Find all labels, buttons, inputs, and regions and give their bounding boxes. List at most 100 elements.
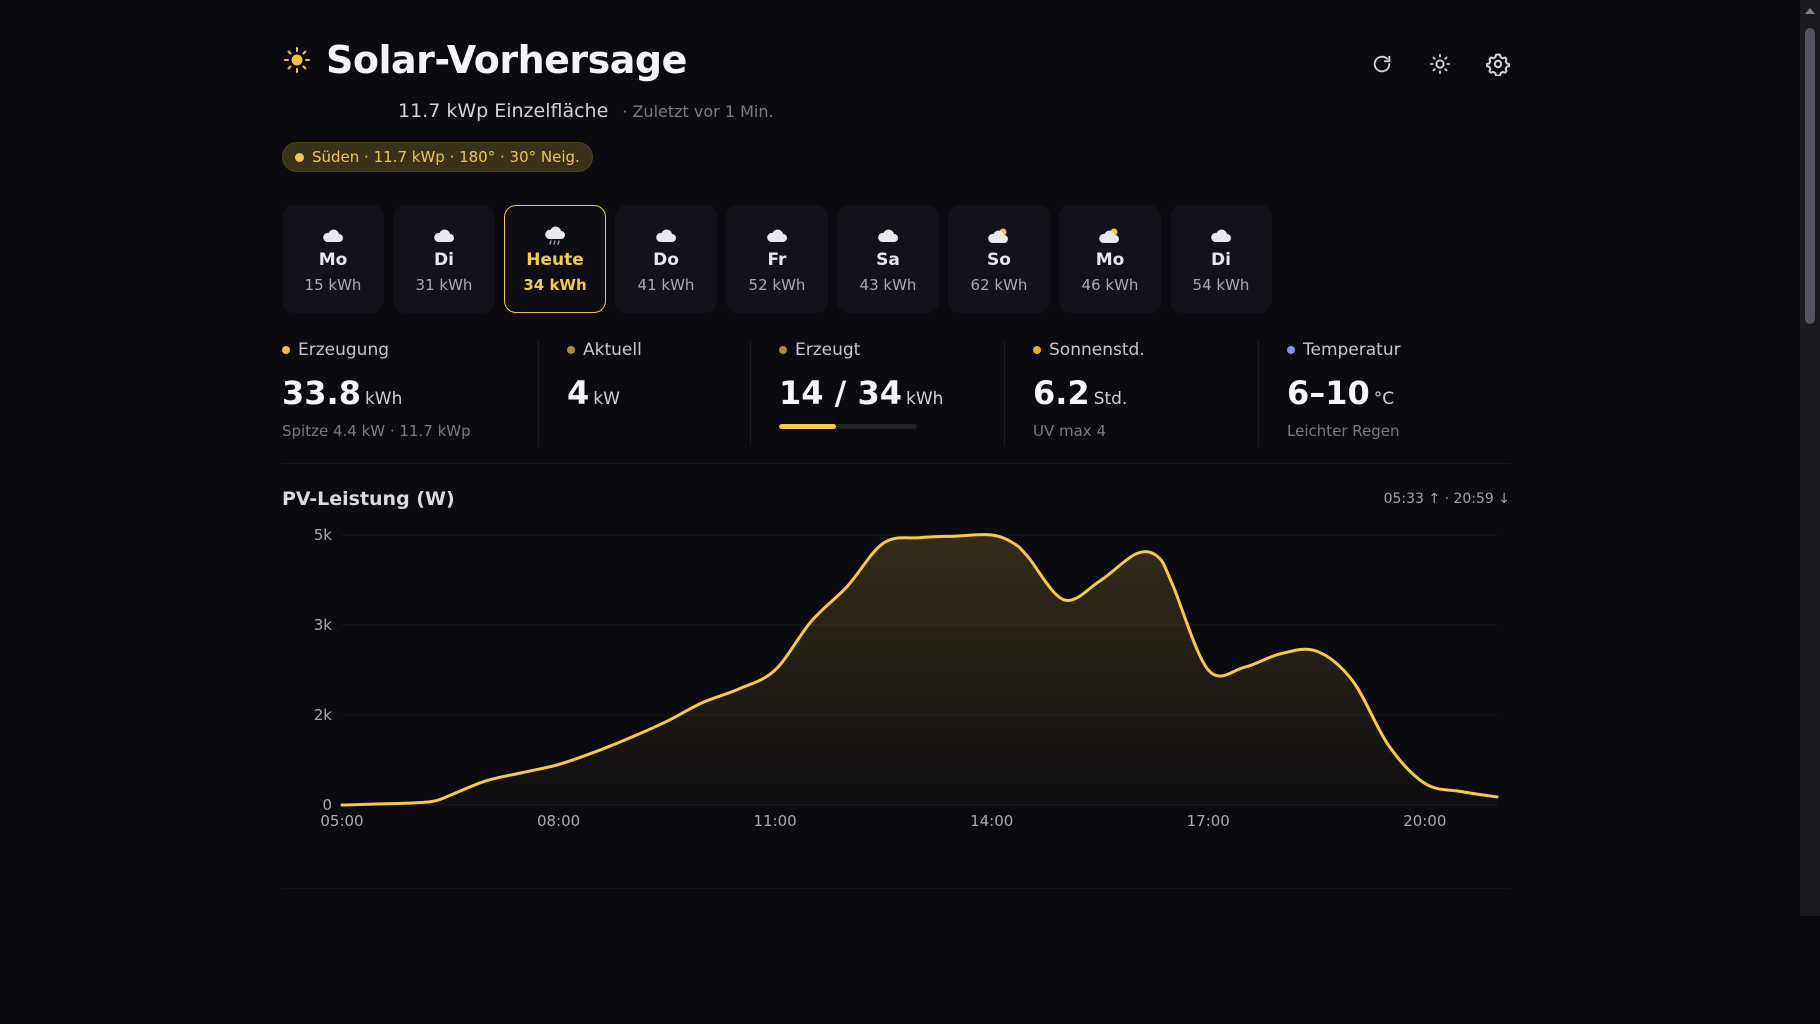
stat-sub-temp: Leichter Regen xyxy=(1287,422,1400,440)
day-card-1[interactable]: Di 31 kWh xyxy=(393,205,495,313)
stat-label-erzeugung: Erzeugung xyxy=(282,340,538,360)
orientation-badge: Süden · 11.7 kWp · 180° · 30° Neig. xyxy=(282,142,593,172)
stat-dot xyxy=(282,346,290,354)
x-tick-label: 05:00 xyxy=(320,812,363,830)
stat-label-erzeugt: Erzeugt xyxy=(779,340,1004,360)
y-tick-label: 2k xyxy=(314,706,333,724)
brightness-icon[interactable] xyxy=(1428,52,1452,76)
day-name: Do xyxy=(653,250,679,270)
system-subtitle: 11.7 kWp Einzelfläche xyxy=(398,100,609,122)
day-name: Heute xyxy=(526,250,584,270)
stat-label-temp: Temperatur xyxy=(1287,340,1510,360)
sunrise-sunset: 05:33 ↑ · 20:59 ↓ xyxy=(1383,491,1510,507)
scrollbar[interactable] xyxy=(1800,0,1820,916)
y-tick-label: 5k xyxy=(314,526,333,544)
stat-label-aktuell: Aktuell xyxy=(567,340,750,360)
day-card-5[interactable]: Sa 43 kWh xyxy=(837,205,939,313)
stat-dot xyxy=(779,346,787,354)
day-card-8[interactable]: Di 54 kWh xyxy=(1170,205,1272,313)
day-name: Sa xyxy=(876,250,900,270)
stat-dot xyxy=(1033,346,1041,354)
scroll-thumb[interactable] xyxy=(1805,28,1815,324)
day-kwh: 41 kWh xyxy=(637,276,695,294)
day-card-7[interactable]: Mo 46 kWh xyxy=(1059,205,1161,313)
day-name: Mo xyxy=(318,250,348,270)
stat-dot xyxy=(1287,346,1295,354)
day-kwh: 43 kWh xyxy=(859,276,917,294)
generated-progress-bar xyxy=(779,424,917,429)
stat-label-text: Aktuell xyxy=(583,340,642,360)
day-name: Mo xyxy=(1095,250,1125,270)
day-kwh: 34 kWh xyxy=(523,276,587,294)
badge-label: Süden · 11.7 kWp · 180° · 30° Neig. xyxy=(312,148,580,166)
x-tick-label: 17:00 xyxy=(1187,812,1230,830)
pv-area-fill xyxy=(342,534,1497,805)
subtitle-row: 11.7 kWp Einzelfläche · Zuletzt vor 1 Mi… xyxy=(398,100,774,122)
stat-sub-sonne: UV max 4 xyxy=(1033,422,1107,440)
pv-chart-svg: 0 2k 3k 5k 05:00 08:00 11:00 14:00 17:00 20:00 xyxy=(314,526,1499,830)
day-card-4[interactable]: Fr 52 kWh xyxy=(726,205,828,313)
day-kwh: 62 kWh xyxy=(970,276,1028,294)
stat-label-sonne: Sonnenstd. xyxy=(1033,340,1258,360)
stat-erzeugung: Erzeugung 33.8 kWh Spitze 4.4 kW · 11.7 k… xyxy=(282,340,538,446)
stat-value-erzeugung: 33.8 kWh xyxy=(282,374,538,412)
y-tick-label: 3k xyxy=(314,616,333,634)
stat-number: 6–10 xyxy=(1287,374,1370,412)
cloud-icon xyxy=(653,226,679,246)
page-title: Solar-Vorhersage xyxy=(326,38,687,82)
cloud-icon xyxy=(875,226,901,246)
header: Solar-Vorhersage 11.7 kWp Einzelfläche ·… xyxy=(282,0,1510,172)
badge-dot xyxy=(295,152,304,162)
stat-sonnenstunden: Sonnenstd. 6.2 Std. UV max 4 xyxy=(1004,340,1258,446)
stat-temperatur: Temperatur 6–10 °C Leichter Regen xyxy=(1258,340,1510,446)
stat-number: 6.2 xyxy=(1033,374,1090,412)
partly-sunny-icon xyxy=(986,226,1012,246)
x-tick-label: 11:00 xyxy=(754,812,797,830)
cloud-icon xyxy=(764,226,790,246)
stat-label-text: Temperatur xyxy=(1303,340,1401,360)
stat-sub-erzeugung: Spitze 4.4 kW · 11.7 kWp xyxy=(282,422,471,440)
stat-label-text: Erzeugung xyxy=(298,340,390,360)
y-tick-label: 0 xyxy=(322,796,332,814)
sun-icon xyxy=(282,45,312,75)
day-card-0[interactable]: Mo 15 kWh xyxy=(282,205,384,313)
x-tick-label: 08:00 xyxy=(537,812,580,830)
stat-label-text: Sonnenstd. xyxy=(1049,340,1145,360)
rain-cloud-icon xyxy=(542,226,568,246)
chart-header: PV-Leistung (W) 05:33 ↑ · 20:59 ↓ xyxy=(282,486,1510,516)
day-kwh: 46 kWh xyxy=(1081,276,1139,294)
stat-dot xyxy=(567,346,575,354)
stat-value-sonne: 6.2 Std. xyxy=(1033,374,1258,412)
cloud-icon xyxy=(1208,226,1234,246)
day-kwh: 15 kWh xyxy=(304,276,362,294)
x-tick-label: 20:00 xyxy=(1403,812,1446,830)
stat-unit: Std. xyxy=(1093,389,1128,409)
day-card-2[interactable]: Heute 34 kWh xyxy=(504,205,606,313)
chart-title: PV-Leistung (W) xyxy=(282,488,455,510)
title-row: Solar-Vorhersage xyxy=(282,38,687,82)
day-card-3[interactable]: Do 41 kWh xyxy=(615,205,717,313)
stat-unit: kWh xyxy=(906,389,944,409)
x-tick-label: 14:00 xyxy=(970,812,1013,830)
day-kwh: 52 kWh xyxy=(748,276,806,294)
day-selector: Mo 15 kWh Di 31 kWh Heute 34 kWh Do 41 kWh Fr 52 … xyxy=(282,205,1272,313)
refresh-icon[interactable] xyxy=(1370,52,1394,76)
header-actions xyxy=(1370,52,1510,76)
stat-value-temp: 6–10 °C xyxy=(1287,374,1510,412)
chart-divider xyxy=(282,888,1510,889)
stat-aktuell: Aktuell 4 kW xyxy=(538,340,750,446)
stat-number: 14 / 34 xyxy=(779,374,903,412)
pv-line xyxy=(340,533,1499,807)
cloud-icon xyxy=(320,226,346,246)
stat-number: 33.8 xyxy=(282,374,361,412)
progress-fill xyxy=(779,424,836,429)
day-kwh: 31 kWh xyxy=(415,276,473,294)
settings-icon[interactable] xyxy=(1486,52,1510,76)
pv-chart: 0 2k 3k 5k 05:00 08:00 11:00 14:00 17:00 20:00 xyxy=(282,520,1510,890)
day-card-6[interactable]: So 62 kWh xyxy=(948,205,1050,313)
day-kwh: 54 kWh xyxy=(1192,276,1250,294)
stat-unit: kW xyxy=(593,389,620,409)
scroll-up-arrow[interactable] xyxy=(1805,8,1815,14)
partly-sunny-icon xyxy=(1097,226,1123,246)
stat-erzeugt: Erzeugt 14 / 34 kWh xyxy=(750,340,1004,446)
